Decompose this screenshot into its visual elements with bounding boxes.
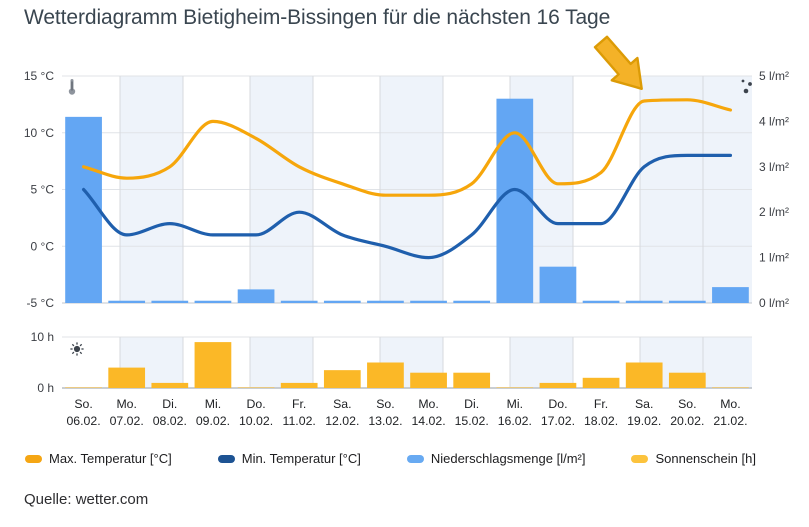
chart-legend: Max. Temperatur [°C] Min. Temperatur [°C… [25, 451, 756, 466]
svg-text:Di.: Di. [464, 397, 479, 411]
svg-text:Di.: Di. [162, 397, 177, 411]
svg-text:10 h: 10 h [31, 330, 54, 344]
legend-swatch-sunshine [631, 454, 649, 463]
svg-text:Sa.: Sa. [635, 397, 653, 411]
svg-text:So.: So. [376, 397, 394, 411]
precipitation-bars [65, 98, 749, 303]
svg-text:12.02.: 12.02. [325, 414, 359, 428]
max-temp-line [81, 98, 733, 197]
svg-text:13.02.: 13.02. [368, 414, 402, 428]
svg-text:11.02.: 11.02. [283, 414, 316, 428]
svg-text:09.02.: 09.02. [196, 414, 230, 428]
svg-text:-5 °C: -5 °C [27, 296, 55, 310]
svg-text:21.02.: 21.02. [713, 414, 747, 428]
legend-swatch-min-temp [217, 454, 235, 463]
svg-text:Mi.: Mi. [205, 397, 221, 411]
svg-text:Mo.: Mo. [418, 397, 439, 411]
svg-text:1 l/m²: 1 l/m² [759, 251, 789, 265]
x-axis-labels: So. 06.02. Mo. 07.02. Di. 08.02. Mi. 09.02. Do. 1… [66, 397, 747, 428]
svg-text:Do.: Do. [548, 397, 567, 411]
svg-text:Fr.: Fr. [594, 397, 608, 411]
svg-text:15 °C: 15 °C [24, 69, 54, 83]
min-temp-line [81, 153, 733, 260]
legend-swatch-max-temp [25, 454, 42, 463]
svg-text:Mo.: Mo. [116, 397, 137, 411]
svg-text:19.02.: 19.02. [627, 414, 661, 428]
legend-label-min-temp: Min. Temperatur [°C] [241, 451, 361, 466]
svg-text:5 l/m²: 5 l/m² [759, 69, 789, 83]
source-attribution: Quelle: wetter.com [24, 491, 149, 508]
svg-text:08.02.: 08.02. [153, 414, 187, 428]
svg-text:0 h: 0 h [37, 381, 54, 395]
temperature-axis-labels: 15 °C 10 °C 5 °C 0 °C -5 °C [24, 69, 54, 310]
legend-item-min-temp: Min. Temperatur [°C] [217, 451, 361, 466]
svg-text:14.02.: 14.02. [411, 414, 445, 428]
svg-text:16.02.: 16.02. [498, 414, 532, 428]
svg-text:0 l/m²: 0 l/m² [759, 296, 789, 310]
svg-text:Do.: Do. [246, 397, 265, 411]
precipitation-axis-labels: 5 l/m² 4 l/m² 3 l/m² 2 l/m² 1 l/m² 0 l/m² [759, 69, 789, 310]
page-title: Wetterdiagramm Bietigheim-Bissingen für … [24, 6, 611, 29]
svg-text:5 °C: 5 °C [31, 183, 55, 197]
svg-text:06.02.: 06.02. [66, 414, 100, 428]
svg-text:15.02.: 15.02. [455, 414, 489, 428]
highlight-arrow [593, 35, 643, 91]
legend-item-precipitation: Niederschlagsmenge [l/m²] [406, 451, 586, 466]
svg-text:So.: So. [74, 397, 92, 411]
sunshine-axis-labels: 10 h 0 h [31, 330, 54, 395]
svg-text:Sa.: Sa. [333, 397, 351, 411]
legend-swatch-precipitation [406, 454, 424, 463]
svg-text:Mo.: Mo. [720, 397, 741, 411]
svg-text:2 l/m²: 2 l/m² [759, 205, 789, 219]
svg-text:07.02.: 07.02. [110, 414, 144, 428]
svg-text:Fr.: Fr. [292, 397, 306, 411]
sunshine-bars [65, 342, 749, 388]
svg-text:3 l/m²: 3 l/m² [759, 160, 789, 174]
thermometer-icon [68, 79, 76, 95]
raindrops-icon [741, 79, 752, 94]
svg-text:0 °C: 0 °C [31, 239, 55, 253]
svg-text:So.: So. [678, 397, 696, 411]
legend-label-precipitation: Niederschlagsmenge [l/m²] [430, 451, 586, 466]
svg-text:10 °C: 10 °C [24, 126, 54, 140]
svg-text:20.02.: 20.02. [670, 414, 704, 428]
svg-text:10.02.: 10.02. [239, 414, 273, 428]
legend-item-sunshine: Sonnenschein [h] [631, 451, 756, 466]
legend-label-max-temp: Max. Temperatur [°C] [49, 451, 172, 466]
svg-text:17.02.: 17.02. [541, 414, 575, 428]
svg-text:4 l/m²: 4 l/m² [759, 114, 789, 128]
legend-label-sunshine: Sonnenschein [h] [655, 451, 756, 466]
legend-item-max-temp: Max. Temperatur [°C] [25, 451, 172, 466]
svg-text:Mi.: Mi. [507, 397, 523, 411]
sun-icon [70, 342, 84, 356]
svg-text:18.02.: 18.02. [584, 414, 618, 428]
